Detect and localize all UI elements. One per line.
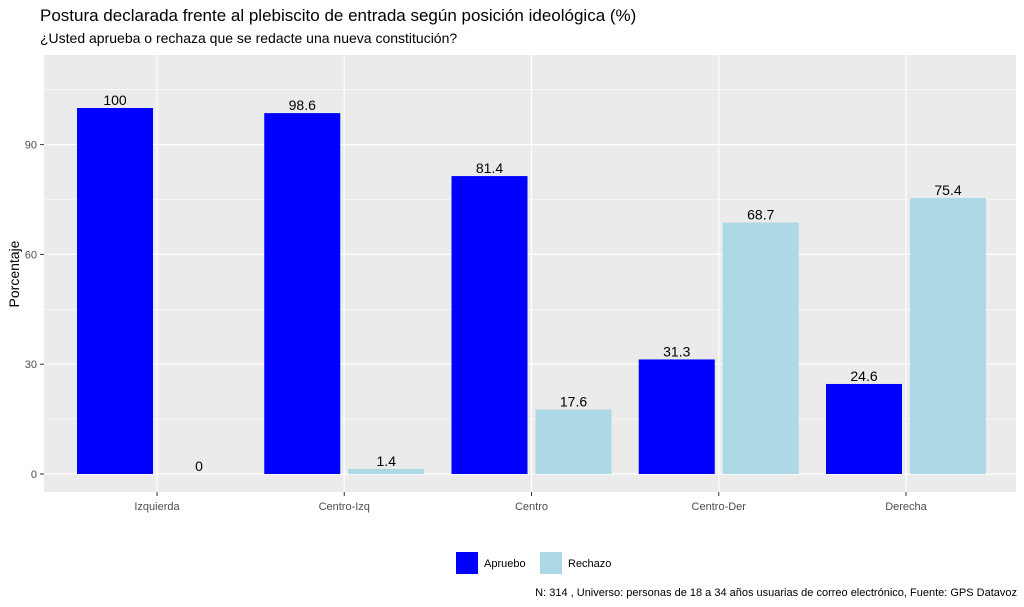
y-axis-title: Porcentaje (6, 240, 22, 307)
y-tick-label-3: 90 (25, 140, 37, 152)
bar-apruebo-4 (826, 383, 902, 474)
legend-label-apruebo: Apruebo (484, 558, 526, 570)
y-tick-label-1: 30 (25, 359, 37, 371)
bar-apruebo-0 (77, 108, 153, 474)
legend-key-apruebo (456, 552, 478, 574)
legend: Apruebo Rechazo (456, 552, 611, 574)
data-label-apruebo-0: 100 (103, 92, 127, 108)
bar-apruebo-2 (451, 176, 528, 475)
bar-rechazo-1 (348, 468, 425, 474)
data-label-apruebo-1: 98.6 (289, 97, 316, 113)
data-label-apruebo-4: 24.6 (850, 368, 877, 384)
data-label-rechazo-1: 1.4 (377, 453, 397, 469)
data-labels: 100 0 98.6 1.4 81.4 17.6 31.3 68.7 24.6 75.4 (103, 92, 962, 474)
x-tick-label-4: Derecha (885, 501, 927, 513)
chart-title: Postura declarada frente al plebiscito d… (40, 6, 636, 25)
x-axis: Izquierda Centro-Izq Centro Centro-Der Derec… (134, 492, 928, 513)
data-label-rechazo-0: 0 (195, 458, 203, 474)
legend-label-rechazo: Rechazo (568, 558, 611, 570)
y-tick-label-0: 0 (31, 469, 37, 481)
bar-rechazo-3 (722, 222, 799, 474)
x-tick-label-2: Centro (515, 501, 548, 513)
y-axis: 0 30 60 90 (25, 140, 44, 481)
grid-lines (44, 55, 1016, 492)
bar-apruebo-3 (638, 359, 715, 474)
x-tick-label-1: Centro-Izq (319, 501, 370, 513)
data-label-apruebo-3: 31.3 (663, 343, 690, 359)
chart-subtitle: ¿Usted aprueba o rechaza que se redacte … (40, 30, 457, 46)
chart-caption: N: 314 , Universo: personas de 18 a 34 a… (535, 587, 1017, 599)
bar-rechazo-4 (910, 198, 986, 474)
x-tick-label-3: Centro-Der (692, 501, 747, 513)
x-tick-label-0: Izquierda (134, 501, 180, 513)
bar-apruebo-1 (264, 113, 341, 475)
bars (77, 108, 986, 475)
data-label-rechazo-2: 17.6 (560, 394, 587, 410)
data-label-apruebo-2: 81.4 (476, 160, 503, 176)
legend-key-rechazo (540, 552, 562, 574)
y-tick-label-2: 60 (25, 249, 37, 261)
bar-rechazo-2 (535, 409, 612, 474)
data-label-rechazo-3: 68.7 (747, 207, 774, 223)
data-label-rechazo-4: 75.4 (934, 182, 961, 198)
